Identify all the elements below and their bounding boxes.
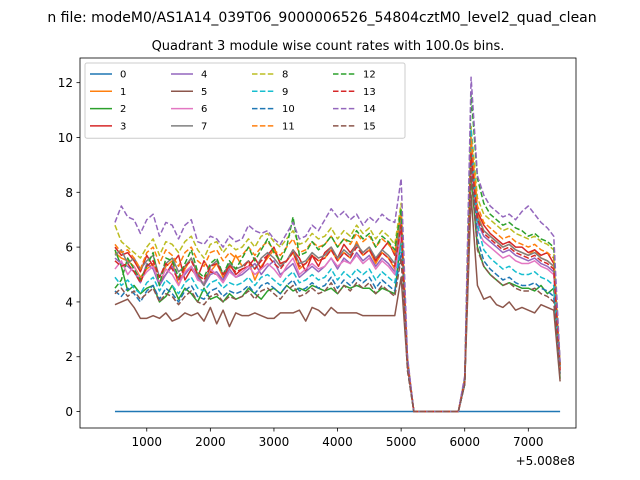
legend-label-1: 1 [120, 87, 126, 98]
legend-label-13: 13 [363, 87, 376, 98]
x-tick-label: 3000 [259, 435, 290, 449]
series-line-13 [114, 153, 561, 413]
chart-title: Quadrant 3 module wise count rates with … [152, 39, 505, 54]
figure-suptitle: n file: modeM0/AS1A14_039T06_9000006526_… [47, 10, 596, 26]
x-tick-label: 4000 [322, 435, 353, 449]
series-line-4 [114, 155, 561, 413]
series-line-8 [114, 125, 561, 413]
legend-label-12: 12 [363, 70, 376, 81]
legend-label-9: 9 [282, 87, 288, 98]
legend-label-5: 5 [201, 87, 207, 98]
y-tick-label: 8 [65, 186, 73, 200]
x-tick-label: 6000 [449, 435, 480, 449]
y-axis: 0 2 4 6 8 10 12 [58, 76, 80, 419]
legend-label-14: 14 [363, 104, 376, 115]
series-line-9 [114, 128, 561, 413]
legend-label-7: 7 [201, 121, 207, 132]
legend-label-10: 10 [282, 104, 295, 115]
legend-label-4: 4 [201, 70, 207, 81]
series-line-7 [114, 150, 561, 413]
series-line-10 [114, 158, 561, 413]
legend-label-6: 6 [201, 104, 207, 115]
y-tick-label: 12 [58, 76, 73, 90]
x-tick-label: 1000 [131, 435, 162, 449]
legend-label-0: 0 [120, 70, 126, 81]
legend-label-3: 3 [120, 121, 126, 132]
legend-box [84, 62, 406, 139]
legend-label-11: 11 [282, 121, 295, 132]
axes-frame [79, 57, 577, 429]
y-tick-label: 4 [65, 295, 73, 309]
series-line-14 [114, 76, 561, 413]
legend-label-2: 2 [120, 104, 126, 115]
legend-label-8: 8 [282, 70, 288, 81]
x-axis-offset: +5.008e8 [516, 454, 575, 468]
series-line-2 [114, 175, 561, 413]
x-tick-label: 5000 [386, 435, 417, 449]
y-tick-label: 6 [65, 241, 73, 255]
series-layer [114, 76, 561, 413]
series-line-6 [114, 164, 561, 413]
legend-label-15: 15 [363, 121, 376, 132]
x-axis: 1000 2000 3000 4000 5000 6000 7000 [131, 428, 544, 449]
y-tick-label: 0 [65, 405, 73, 419]
series-line-12 [114, 92, 561, 413]
x-tick-label: 7000 [513, 435, 544, 449]
y-tick-label: 10 [58, 131, 73, 145]
series-line-11 [114, 136, 561, 413]
series-line-15 [114, 166, 561, 413]
series-line-5 [114, 194, 561, 413]
x-tick-label: 2000 [195, 435, 226, 449]
y-tick-label: 2 [65, 350, 73, 364]
